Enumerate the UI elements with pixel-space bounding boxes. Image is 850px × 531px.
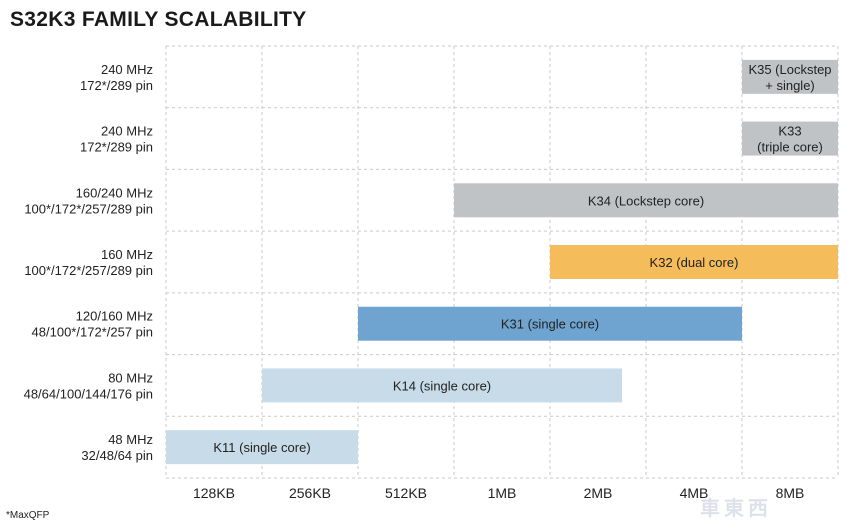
row-label-line: 80 MHz bbox=[108, 370, 153, 385]
bar-label: K31 (single core) bbox=[501, 317, 599, 332]
x-tick-label: 512KB bbox=[385, 485, 427, 501]
bar-label-line: K33 bbox=[778, 124, 801, 139]
bar-label: K33 (triple core) bbox=[757, 124, 823, 155]
row-label-line: 100*/172*/257/289 pin bbox=[24, 201, 153, 216]
watermark: 車東西 bbox=[700, 498, 772, 520]
row-label-line: 160 MHz bbox=[101, 247, 153, 262]
bar-label-line: K32 (dual core) bbox=[650, 255, 739, 270]
bar-k32 bbox=[550, 245, 838, 279]
bar-k11 bbox=[166, 430, 358, 465]
bar-label: K11 (single core) bbox=[213, 440, 310, 455]
bar-k31 bbox=[358, 306, 742, 341]
row-label: 80 MHz 48/64/100/144/176 pin bbox=[24, 370, 153, 401]
row-label-line: 48 MHz bbox=[108, 432, 153, 447]
row-label-line: 240 MHz bbox=[101, 62, 153, 77]
row-label: 240 MHz 172*/289 pin bbox=[80, 124, 153, 155]
bar-k14 bbox=[262, 368, 622, 403]
row-label: 48 MHz 32/48/64 pin bbox=[81, 432, 153, 463]
bar-label-line: K35 (Lockstep bbox=[748, 62, 831, 77]
bar-label-line: (triple core) bbox=[757, 140, 823, 155]
bar-label-line: + single) bbox=[765, 78, 815, 93]
row-label-line: 240 MHz bbox=[101, 124, 153, 139]
bar-label: K32 (dual core) bbox=[650, 255, 739, 270]
row-label-line: 100*/172*/257/289 pin bbox=[24, 263, 153, 278]
bar-k33 bbox=[742, 121, 838, 156]
bar-k34 bbox=[454, 183, 838, 218]
bar-label: K34 (Lockstep core) bbox=[588, 193, 704, 208]
x-tick-label: 128KB bbox=[193, 485, 235, 501]
x-tick-label: 4MB bbox=[680, 485, 709, 501]
x-tick-label: 8MB bbox=[776, 485, 805, 501]
grid-layer bbox=[165, 45, 839, 479]
row-label-line: 172*/289 pin bbox=[80, 140, 153, 155]
x-tick-label: 1MB bbox=[488, 485, 517, 501]
bar-k35 bbox=[742, 59, 838, 94]
row-label: 120/160 MHz 48/100*/172*/257 pin bbox=[32, 309, 153, 340]
bar-label: K14 (single core) bbox=[393, 378, 491, 393]
chart-title: S32K3 FAMILY SCALABILITY bbox=[10, 8, 307, 31]
bar-label-line: K34 (Lockstep core) bbox=[588, 193, 704, 208]
bar-label-line: K14 (single core) bbox=[393, 378, 491, 393]
row-label: 160 MHz 100*/172*/257/289 pin bbox=[24, 247, 153, 278]
row-label: 160/240 MHz 100*/172*/257/289 pin bbox=[24, 185, 153, 216]
row-label-line: 48/64/100/144/176 pin bbox=[24, 386, 153, 401]
bar-label-line: K11 (single core) bbox=[213, 440, 310, 455]
row-label: 240 MHz 172*/289 pin bbox=[80, 62, 153, 93]
row-label-line: 160/240 MHz bbox=[76, 185, 153, 200]
bar-label: K35 (Lockstep + single) bbox=[748, 62, 831, 93]
bar-label-line: K31 (single core) bbox=[501, 317, 599, 332]
x-tick-label: 2MB bbox=[584, 485, 613, 501]
bar-layer: K35 (Lockstep + single)K33 (triple core)K3… bbox=[166, 59, 838, 465]
footnote: *MaxQFP bbox=[6, 510, 50, 521]
row-label-line: 172*/289 pin bbox=[80, 78, 153, 93]
x-tick-label: 256KB bbox=[289, 485, 331, 501]
x-axis-ticks: 128KB 256KB 512KB 1MB 2MB 4MB 8MB bbox=[193, 485, 804, 501]
row-label-line: 120/160 MHz bbox=[76, 309, 153, 324]
row-label-line: 48/100*/172*/257 pin bbox=[32, 325, 153, 340]
row-label-line: 32/48/64 pin bbox=[81, 448, 153, 463]
